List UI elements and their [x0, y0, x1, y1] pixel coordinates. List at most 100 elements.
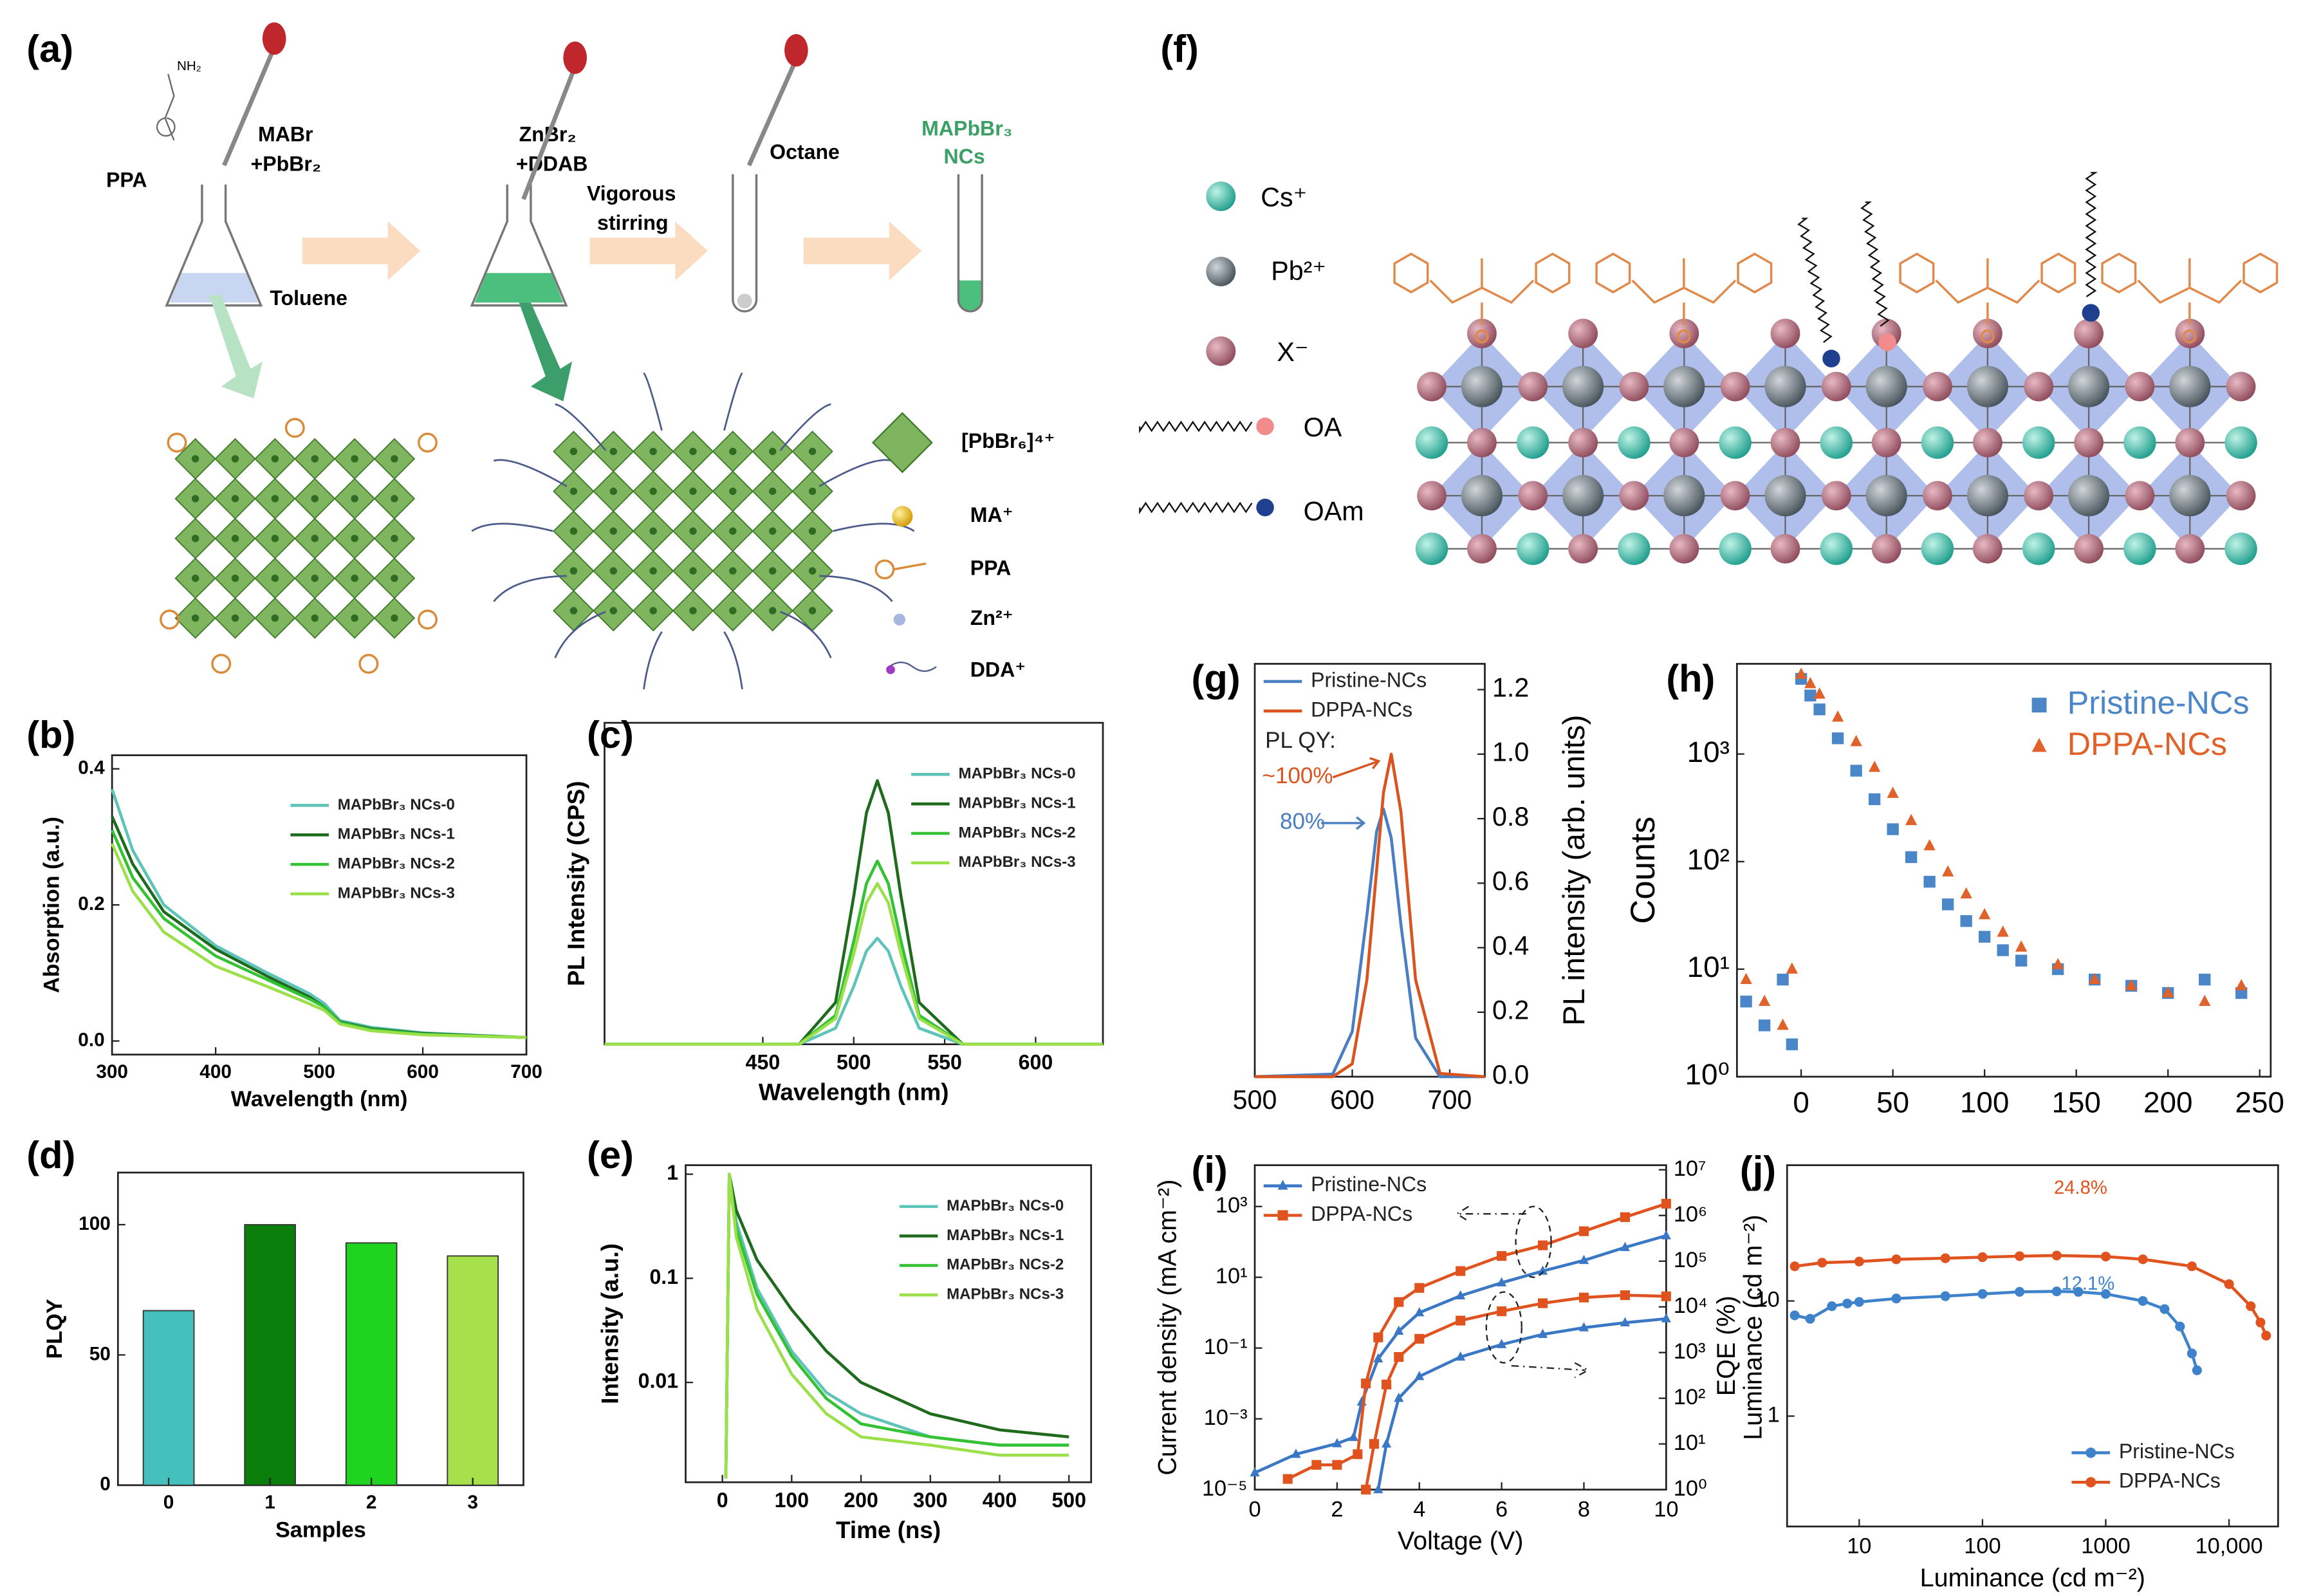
legend-x	[1206, 336, 1236, 366]
panel-label: (d)	[26, 1133, 75, 1176]
marker	[1620, 1317, 1630, 1326]
label: Toluene	[270, 286, 347, 310]
marker	[1361, 1485, 1371, 1495]
anchor-o	[1475, 329, 1489, 344]
legend-label: MAPbBr₃ NCs-2	[947, 1256, 1064, 1274]
atom	[191, 614, 199, 622]
panel-label: (i)	[1191, 1148, 1227, 1191]
oa-head	[1256, 417, 1274, 436]
label: Vigorous	[587, 181, 676, 205]
atom	[649, 487, 657, 496]
pb-ion	[1865, 475, 1907, 517]
dropper-bulb	[784, 34, 808, 67]
y-tick-label: 10⁰	[1685, 1058, 1730, 1091]
x-ion	[1568, 427, 1598, 458]
x-tick-label: 400	[983, 1489, 1017, 1512]
x-tick-label: 0	[1793, 1086, 1809, 1119]
marker	[1353, 1449, 1363, 1460]
cs-ion	[1921, 532, 1954, 565]
x-ion	[1417, 371, 1447, 402]
label: NCs	[944, 145, 985, 168]
marker	[1394, 1297, 1404, 1307]
label: MAPbBr₃	[921, 116, 1012, 140]
annotation: 24.8%	[2054, 1178, 2107, 1198]
legend-label: DPPA-NCs	[2119, 1469, 2221, 1492]
x-tick-label: 8	[1578, 1497, 1590, 1521]
atom	[231, 574, 239, 582]
pb-ion	[2169, 475, 2211, 517]
panel-label: (g)	[1191, 657, 1240, 700]
x-ion	[2074, 319, 2104, 349]
label: OAm	[1304, 497, 1364, 526]
label: Cs⁺	[1261, 183, 1307, 212]
atom	[808, 487, 817, 496]
plot-frame	[685, 1164, 1093, 1483]
atom	[689, 447, 697, 456]
dda-chain	[643, 372, 663, 431]
atom	[808, 607, 817, 615]
y-tick-label: 10⁶	[1674, 1202, 1707, 1227]
x-ion	[2226, 371, 2256, 402]
atom	[609, 487, 617, 496]
marker	[1497, 1339, 1507, 1348]
x-ion	[1972, 427, 2002, 458]
marker	[1661, 1313, 1671, 1322]
bar	[345, 1242, 398, 1486]
marker	[2159, 1304, 2170, 1314]
ppa-ligand	[418, 609, 438, 630]
legend-marker	[2085, 1447, 2096, 1458]
marker	[1740, 972, 1752, 985]
atom	[351, 614, 358, 622]
marker	[2138, 1295, 2148, 1306]
phosphate	[1429, 258, 1535, 325]
cs-ion	[1516, 532, 1549, 565]
cs-ion	[1820, 426, 1853, 459]
y-tick-label: 0.01	[638, 1369, 678, 1393]
phenyl	[1393, 252, 1429, 294]
marker	[1661, 1230, 1671, 1239]
x-tick-label: 250	[2235, 1086, 2284, 1119]
x-tick-label: 500	[1233, 1085, 1277, 1115]
atom	[311, 534, 319, 543]
marker	[1804, 689, 1817, 701]
marker	[1887, 786, 1899, 798]
annotation-arrow	[1321, 816, 1366, 830]
atom	[729, 567, 737, 575]
y-tick-label: 100	[79, 1213, 111, 1234]
marker	[2015, 1251, 2025, 1261]
marker	[1887, 823, 1899, 835]
marker	[1777, 1018, 1789, 1030]
marker	[1789, 1310, 1800, 1321]
ligand-chain	[2085, 172, 2098, 297]
y-tick-label: 0.6	[1492, 866, 1529, 896]
x-tick-label: 0	[163, 1492, 174, 1513]
x-ion	[2125, 481, 2155, 511]
x-tick-label: 10	[1654, 1497, 1678, 1521]
marker	[1850, 735, 1862, 747]
phenyl	[1535, 252, 1571, 294]
series-line	[1376, 1317, 1667, 1490]
anchor-o	[1980, 329, 1995, 344]
atom	[391, 455, 398, 463]
y-tick-label: 10³	[1216, 1193, 1248, 1218]
guide-arrow	[1511, 1362, 1590, 1378]
y-tick-label: 0.2	[78, 893, 104, 914]
x-ion	[1466, 319, 1497, 349]
label: +DDAB	[516, 152, 587, 175]
x-ion	[2074, 534, 2104, 564]
y-tick-label: 0.8	[1492, 802, 1529, 831]
atom	[311, 614, 319, 622]
legend-label: MAPbBr₃ NCs-0	[338, 796, 455, 813]
x-axis-title: Wavelength (nm)	[231, 1087, 408, 1111]
atom	[231, 614, 239, 622]
x-ion	[1923, 371, 1952, 402]
marker	[1813, 703, 1826, 716]
series-line	[111, 829, 527, 1039]
dda-chain	[780, 611, 832, 658]
atom	[808, 447, 817, 456]
marker	[1842, 1298, 1853, 1309]
plot-frame	[116, 1171, 524, 1487]
phosphate	[1935, 258, 2040, 325]
marker	[2015, 954, 2028, 967]
